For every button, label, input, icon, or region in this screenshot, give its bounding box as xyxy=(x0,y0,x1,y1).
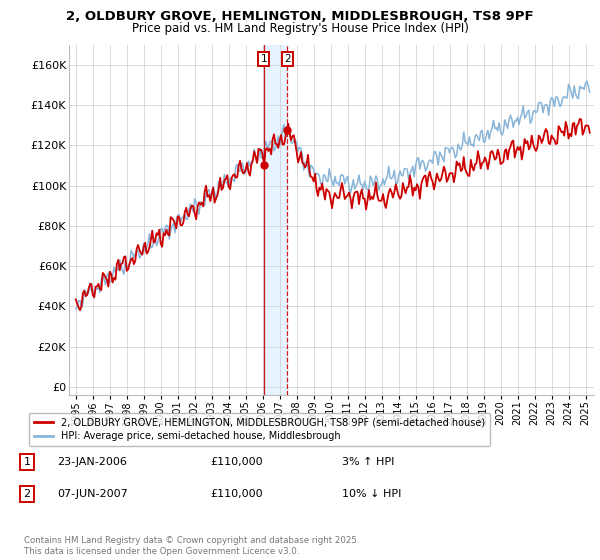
Bar xyxy=(264,45,287,395)
Text: 2: 2 xyxy=(284,54,290,64)
Legend: 2, OLDBURY GROVE, HEMLINGTON, MIDDLESBROUGH, TS8 9PF (semi-detached house), HPI:: 2, OLDBURY GROVE, HEMLINGTON, MIDDLESBRO… xyxy=(29,413,490,446)
Text: 3% ↑ HPI: 3% ↑ HPI xyxy=(342,457,394,467)
Text: £110,000: £110,000 xyxy=(210,489,263,499)
Text: Contains HM Land Registry data © Crown copyright and database right 2025.
This d: Contains HM Land Registry data © Crown c… xyxy=(24,536,359,556)
Text: 1: 1 xyxy=(23,457,31,467)
Text: 10% ↓ HPI: 10% ↓ HPI xyxy=(342,489,401,499)
Text: 1: 1 xyxy=(260,54,267,64)
Text: 2: 2 xyxy=(23,489,31,499)
Text: 23-JAN-2006: 23-JAN-2006 xyxy=(57,457,127,467)
Text: Price paid vs. HM Land Registry's House Price Index (HPI): Price paid vs. HM Land Registry's House … xyxy=(131,22,469,35)
Text: 07-JUN-2007: 07-JUN-2007 xyxy=(57,489,128,499)
Text: £110,000: £110,000 xyxy=(210,457,263,467)
Text: 2, OLDBURY GROVE, HEMLINGTON, MIDDLESBROUGH, TS8 9PF: 2, OLDBURY GROVE, HEMLINGTON, MIDDLESBRO… xyxy=(66,10,534,23)
